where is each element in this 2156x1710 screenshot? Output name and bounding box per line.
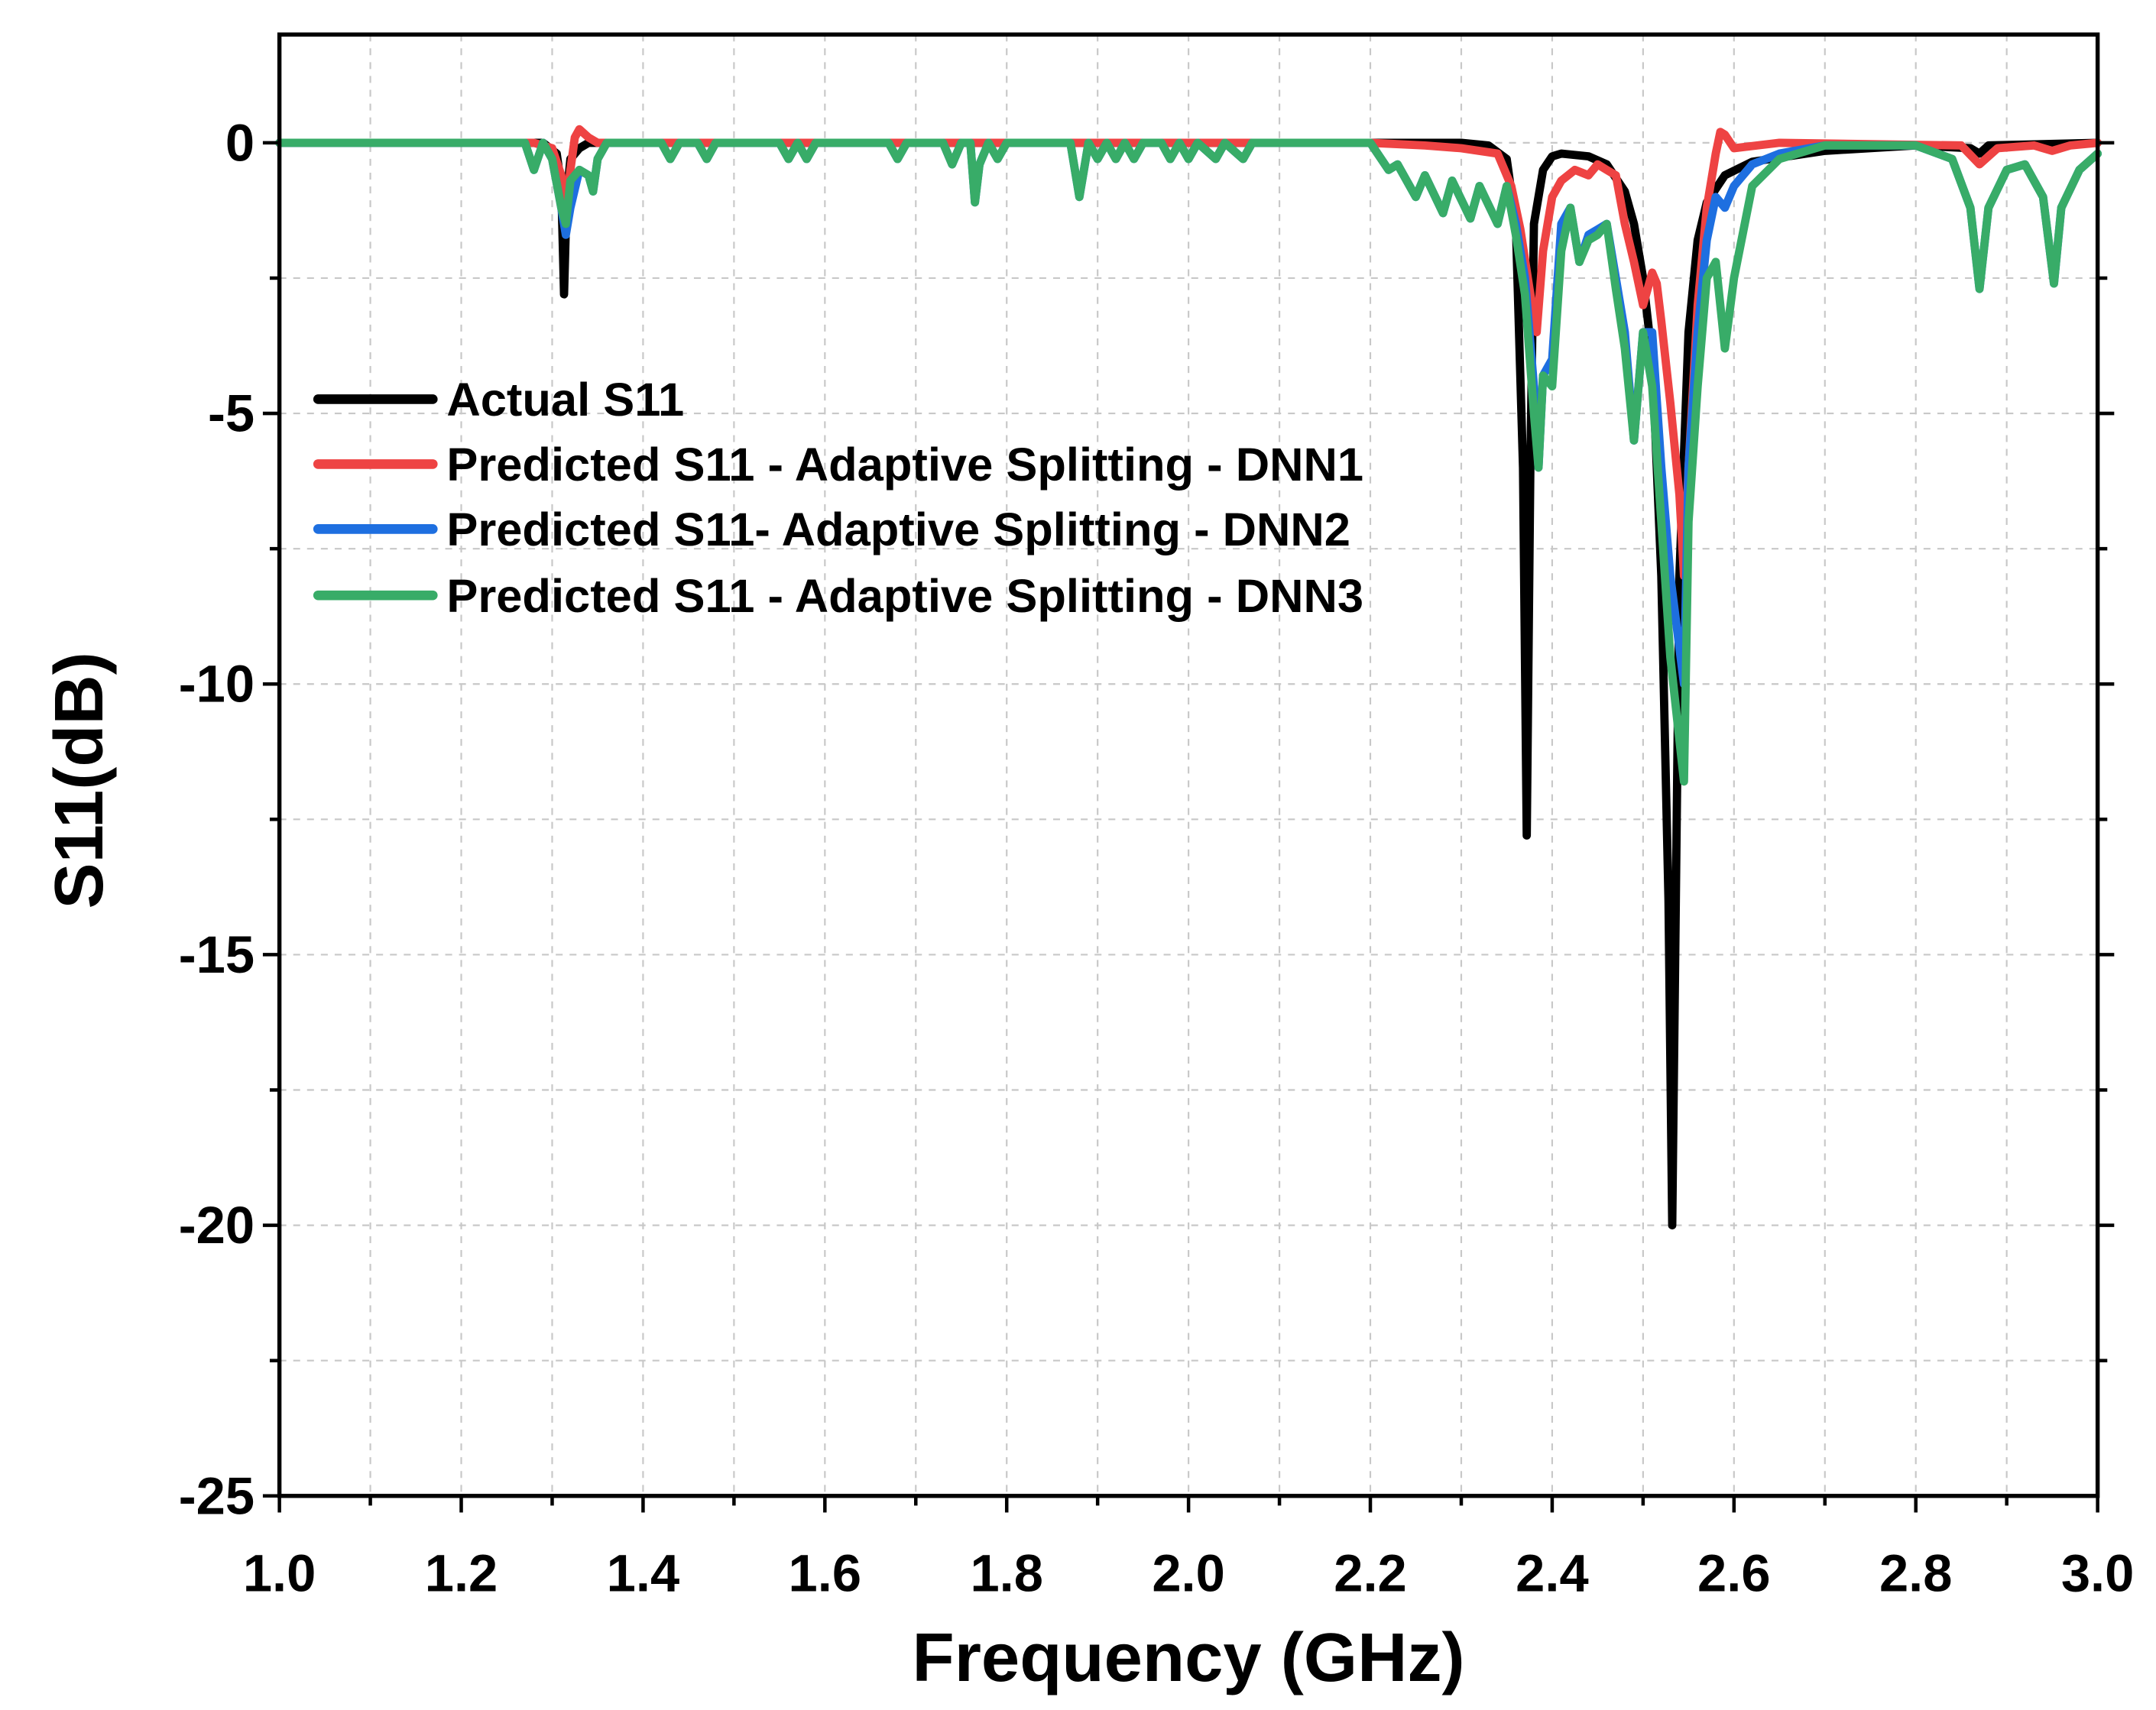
y-tick-label: -20 [179, 1196, 255, 1255]
x-axis-label: Frequency (GHz) [913, 1619, 1465, 1696]
series-group [275, 125, 2103, 1230]
x-tick-label: 2.8 [1879, 1544, 1953, 1603]
x-tick-label: 3.0 [2061, 1544, 2135, 1603]
legend-label: Predicted S11 - Adaptive Splitting - DNN… [446, 439, 1363, 491]
y-tick-label: -15 [179, 925, 255, 984]
grid [279, 34, 2098, 1496]
x-tick-label: 1.6 [789, 1544, 862, 1603]
x-tick-label: 2.0 [1152, 1544, 1224, 1603]
x-tick-label: 1.0 [243, 1544, 316, 1603]
y-tick-label: -10 [179, 655, 255, 714]
y-tick-labels: 0 -5 -10 -15 -20 -25 [179, 113, 255, 1525]
legend: Actual S11 Predicted S11 - Adaptive Split… [313, 374, 1363, 623]
x-tick-label: 1.2 [425, 1544, 498, 1603]
legend-label: Predicted S11 - Adaptive Splitting - DNN… [446, 570, 1363, 623]
y-axis-label: S11(dB) [41, 652, 118, 908]
legend-label: Actual S11 [446, 374, 684, 426]
legend-label: Predicted S11- Adaptive Splitting - DNN2 [446, 504, 1350, 556]
plot-frame [277, 32, 2100, 1498]
x-tick-label: 2.4 [1516, 1544, 1589, 1603]
x-tick-label: 1.8 [970, 1544, 1043, 1603]
x-tick-labels: 1.0 1.2 1.4 1.6 1.8 2.0 2.2 2.4 2.6 2.8 3.0 [243, 1544, 2135, 1603]
axis-ticks [262, 141, 2115, 1513]
series-line-2 [275, 125, 2103, 581]
x-tick-label: 1.4 [607, 1544, 680, 1603]
x-tick-label: 2.2 [1334, 1544, 1407, 1603]
y-tick-label: -5 [208, 384, 255, 443]
y-tick-label: -25 [179, 1466, 255, 1525]
y-tick-label: 0 [225, 113, 255, 172]
series-line-4 [275, 138, 2103, 786]
x-tick-label: 2.6 [1697, 1544, 1771, 1603]
